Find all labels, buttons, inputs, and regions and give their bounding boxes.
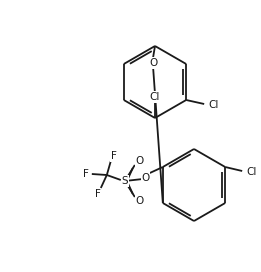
Text: Cl: Cl xyxy=(150,92,160,102)
Text: Cl: Cl xyxy=(246,167,256,177)
Text: O: O xyxy=(136,156,144,166)
Text: F: F xyxy=(111,151,117,161)
Text: O: O xyxy=(136,196,144,206)
Text: O: O xyxy=(142,173,150,183)
Text: F: F xyxy=(83,169,89,179)
Text: S: S xyxy=(122,176,128,186)
Text: F: F xyxy=(95,189,101,199)
Text: Cl: Cl xyxy=(208,100,218,110)
Text: O: O xyxy=(149,58,157,68)
